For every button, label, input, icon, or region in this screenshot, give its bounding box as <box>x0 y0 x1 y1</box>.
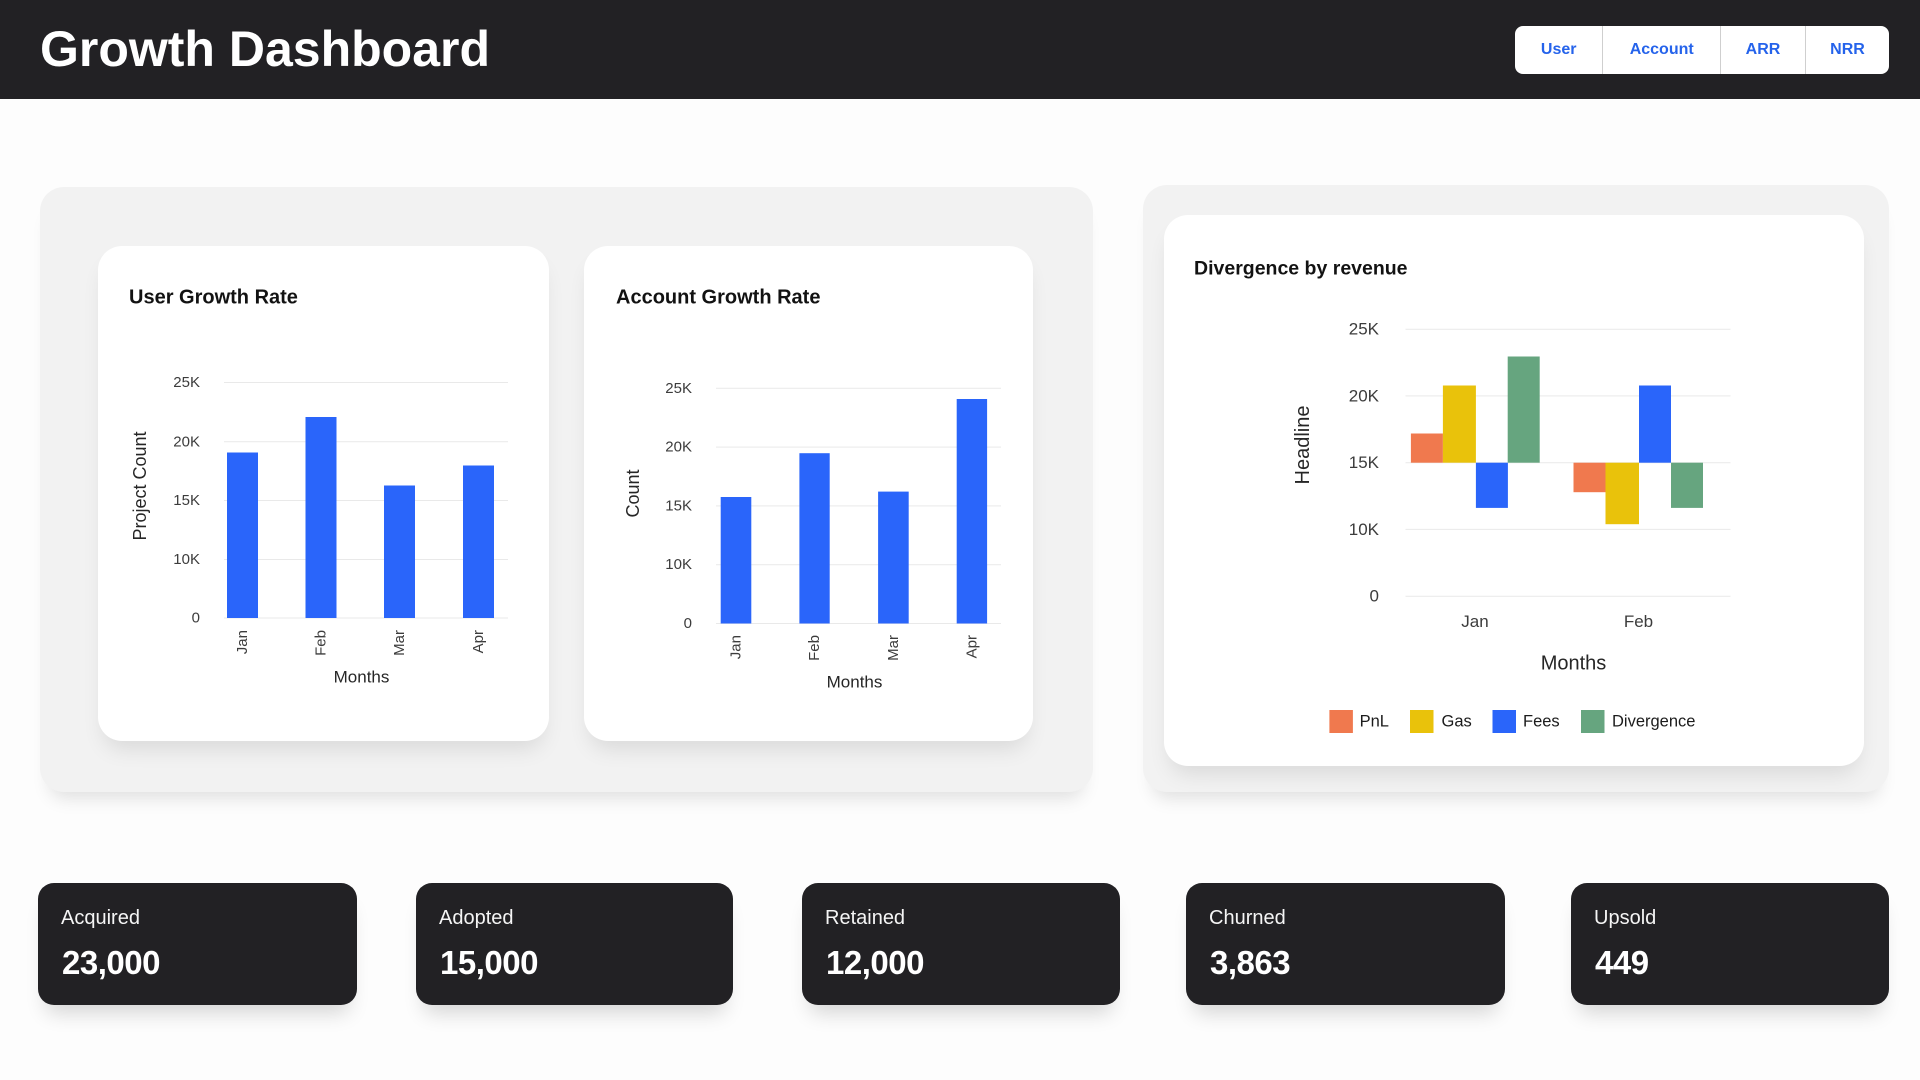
svg-text:Project Count: Project Count <box>130 431 150 540</box>
svg-text:Jan: Jan <box>728 635 745 659</box>
svg-text:25K: 25K <box>173 374 200 391</box>
svg-text:Mar: Mar <box>391 630 408 656</box>
svg-text:Months: Months <box>827 673 883 692</box>
svg-text:Feb: Feb <box>313 630 330 656</box>
svg-text:Fees: Fees <box>1523 713 1560 731</box>
svg-text:PnL: PnL <box>1360 713 1389 731</box>
svg-text:Feb: Feb <box>806 635 823 661</box>
svg-text:Months: Months <box>334 668 390 687</box>
svg-text:Jan: Jan <box>234 630 251 654</box>
svg-text:Apr: Apr <box>964 635 981 658</box>
svg-text:10K: 10K <box>173 551 200 568</box>
svg-text:20K: 20K <box>665 439 692 456</box>
svg-text:Jan: Jan <box>1461 612 1488 631</box>
svg-text:0: 0 <box>192 610 200 627</box>
svg-text:Divergence: Divergence <box>1612 713 1695 731</box>
svg-text:Apr: Apr <box>470 630 487 653</box>
svg-text:User Growth Rate: User Growth Rate <box>129 287 298 309</box>
svg-text:10K: 10K <box>1349 520 1380 539</box>
svg-text:10K: 10K <box>665 556 692 573</box>
svg-text:Headline: Headline <box>1292 406 1314 485</box>
svg-text:Mar: Mar <box>885 635 902 661</box>
svg-text:0: 0 <box>684 615 692 632</box>
svg-text:Count: Count <box>623 469 643 517</box>
svg-text:Months: Months <box>1541 653 1607 675</box>
svg-text:15K: 15K <box>665 497 692 514</box>
svg-text:20K: 20K <box>173 433 200 450</box>
svg-text:25K: 25K <box>665 380 692 397</box>
svg-text:15K: 15K <box>173 492 200 509</box>
svg-text:20K: 20K <box>1349 386 1380 405</box>
svg-text:25K: 25K <box>1349 320 1380 339</box>
svg-text:Gas: Gas <box>1442 713 1472 731</box>
svg-text:Divergence by revenue: Divergence by revenue <box>1194 258 1408 280</box>
svg-text:15K: 15K <box>1349 453 1380 472</box>
svg-text:0: 0 <box>1370 587 1379 606</box>
svg-text:Account Growth Rate: Account Growth Rate <box>616 287 820 309</box>
svg-text:Feb: Feb <box>1624 612 1653 631</box>
